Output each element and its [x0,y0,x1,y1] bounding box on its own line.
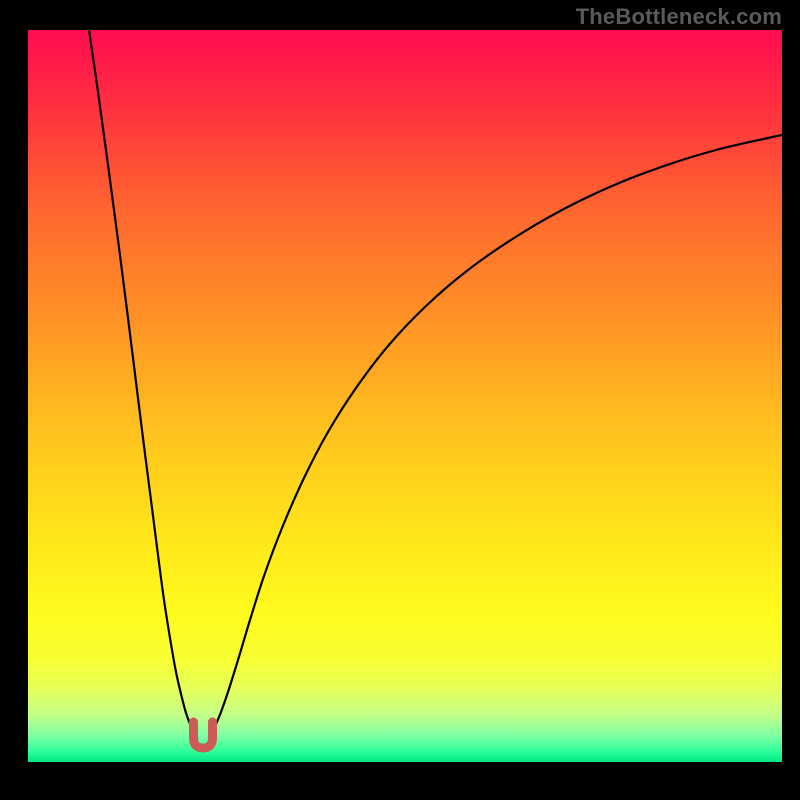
minimum-marker [194,722,213,748]
curve-left-branch [89,30,190,724]
curve-right-branch [216,135,782,724]
chart-svg [28,30,782,762]
watermark-text: TheBottleneck.com [576,4,782,30]
plot-area [28,30,782,762]
